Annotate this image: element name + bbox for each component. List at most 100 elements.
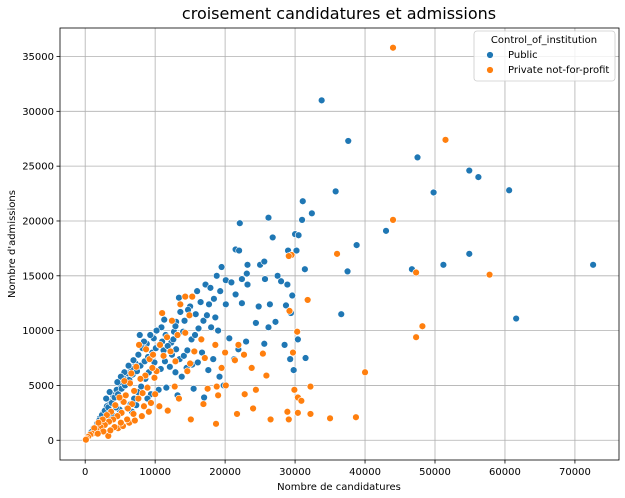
point-public <box>213 272 221 280</box>
point-private <box>441 136 450 144</box>
point-public <box>268 233 277 242</box>
point-private <box>203 385 212 393</box>
y-tick-label: 35000 <box>22 52 54 63</box>
point-private <box>123 415 131 424</box>
point-private <box>124 404 132 413</box>
point-private <box>147 399 155 407</box>
point-private <box>143 383 152 392</box>
point-public <box>199 317 208 325</box>
point-public <box>589 261 597 269</box>
point-public <box>176 308 185 316</box>
point-public <box>465 250 473 258</box>
y-tick-label: 5000 <box>29 381 54 392</box>
y-axis-title: Nombre d'admissions <box>7 190 18 298</box>
point-private <box>389 44 397 52</box>
x-tick-label: 10000 <box>139 467 171 478</box>
point-public <box>243 280 252 289</box>
point-public <box>282 301 290 310</box>
point-private <box>142 345 150 353</box>
point-public <box>227 278 236 287</box>
point-public <box>105 388 114 396</box>
point-public <box>124 362 133 370</box>
point-private <box>150 374 159 382</box>
legend-label-private: Private not-for-profit <box>508 65 609 76</box>
point-public <box>216 287 224 295</box>
point-public <box>235 246 243 255</box>
point-public <box>283 280 292 289</box>
point-private <box>111 401 119 409</box>
point-private <box>132 363 140 371</box>
point-public <box>134 351 143 359</box>
y-tick-label: 30000 <box>22 107 54 118</box>
point-public <box>261 275 269 283</box>
point-public <box>271 318 280 326</box>
point-public <box>413 153 422 162</box>
point-private <box>240 351 248 359</box>
point-private <box>290 386 299 394</box>
point-private <box>333 250 341 258</box>
point-private <box>190 347 199 356</box>
point-private <box>94 429 102 438</box>
point-public <box>294 335 302 344</box>
point-public <box>211 313 220 322</box>
x-axis-title: Nombre de candidatures <box>277 482 401 493</box>
point-private <box>197 335 206 344</box>
point-public <box>166 363 174 371</box>
point-public <box>206 284 215 292</box>
point-public <box>286 355 294 363</box>
point-private <box>135 341 143 349</box>
point-public <box>180 352 188 360</box>
point-public <box>200 393 208 402</box>
point-public <box>180 317 189 325</box>
point-private <box>156 341 164 349</box>
point-public <box>215 372 224 381</box>
point-public <box>175 294 183 302</box>
point-public <box>505 186 513 194</box>
point-public <box>207 323 215 332</box>
point-public <box>217 263 226 271</box>
point-public <box>299 197 307 205</box>
point-private <box>418 322 427 330</box>
x-tick-label: 40000 <box>349 467 381 478</box>
point-private <box>130 387 138 395</box>
point-public <box>280 341 289 349</box>
point-private <box>117 419 125 427</box>
point-private <box>163 333 171 341</box>
point-public <box>205 300 213 309</box>
point-public <box>214 326 222 335</box>
point-private <box>361 368 369 376</box>
point-private <box>241 390 249 398</box>
point-private <box>176 300 185 309</box>
legend-box <box>473 30 616 82</box>
point-public <box>242 337 250 346</box>
point-public <box>189 385 198 393</box>
point-public <box>260 257 268 266</box>
x-tick-label: 60000 <box>489 467 521 478</box>
point-private <box>234 341 243 349</box>
point-private <box>173 331 182 339</box>
point-public <box>344 137 352 145</box>
point-public <box>178 372 186 381</box>
point-private <box>262 371 271 380</box>
point-private <box>131 416 139 425</box>
point-public <box>301 354 310 362</box>
point-private <box>185 311 194 319</box>
point-public <box>236 219 244 227</box>
point-public <box>382 227 390 235</box>
point-private <box>181 329 189 337</box>
point-public <box>277 277 285 285</box>
point-private <box>214 391 222 400</box>
point-public <box>238 299 246 307</box>
legend-marker-public <box>486 51 494 59</box>
point-private <box>266 415 275 424</box>
point-private <box>122 391 130 400</box>
point-private <box>306 410 315 418</box>
point-private <box>212 420 220 428</box>
point-public <box>238 275 246 283</box>
point-private <box>233 410 241 418</box>
point-public <box>222 300 230 309</box>
point-public <box>160 315 168 324</box>
point-private <box>252 386 260 394</box>
point-private <box>213 382 221 391</box>
